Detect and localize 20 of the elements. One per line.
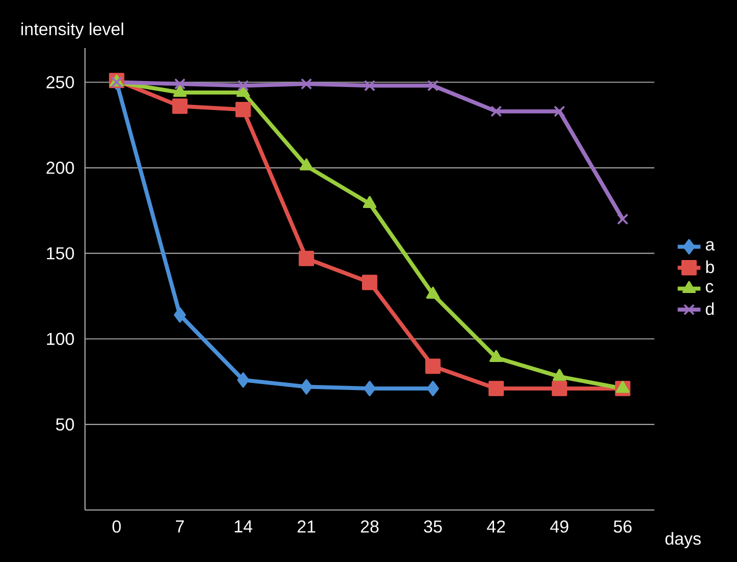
x-tick-label: 28 — [360, 520, 379, 533]
y-tick-label: 150 — [47, 247, 74, 260]
x-tick-label: 14 — [234, 520, 252, 532]
x-tick-label: 21 — [298, 520, 316, 533]
y-tick-label: 250 — [46, 76, 74, 88]
y-tick-label: 200 — [46, 162, 74, 174]
legend-label: b — [706, 260, 714, 274]
y-tick-label: 100 — [47, 332, 74, 346]
x-tick-label: 56 — [614, 520, 632, 533]
x-tick-label: 49 — [550, 520, 568, 533]
y-tick-label: 50 — [56, 418, 74, 431]
x-tick-label: 0 — [112, 520, 121, 533]
x-tick-label: 35 — [424, 520, 442, 533]
x-tick-label: 42 — [486, 520, 505, 533]
legend-label: a — [706, 241, 715, 251]
y-axis-title: intensity level — [21, 22, 124, 39]
x-axis-title: days — [665, 532, 701, 548]
legend-label: d — [706, 302, 714, 316]
x-tick-label: 7 — [176, 520, 184, 532]
legend-label: c — [706, 283, 714, 292]
